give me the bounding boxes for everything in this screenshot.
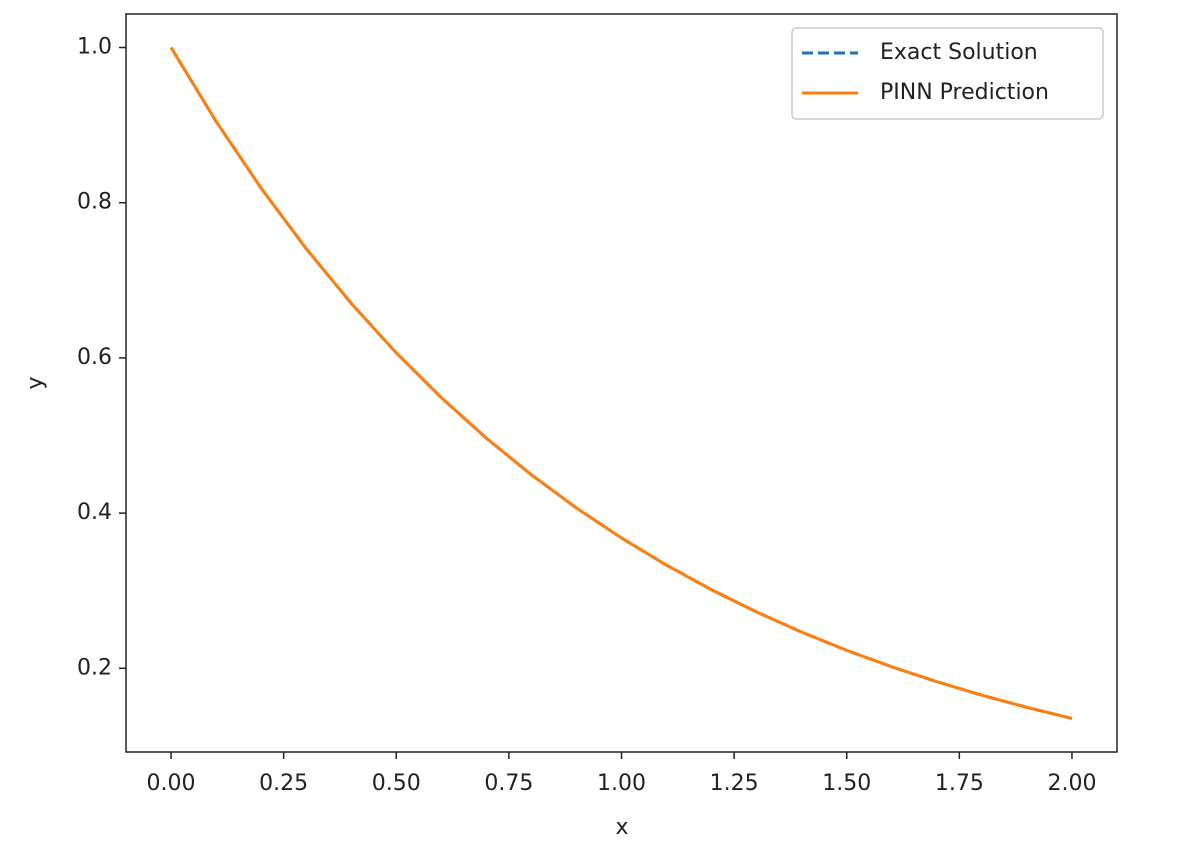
data-line — [169, 46, 1073, 720]
x-tick-label: 0.00 — [147, 771, 196, 796]
legend-label: Exact Solution — [880, 40, 1038, 65]
legend-box — [791, 27, 1104, 120]
y-tick-label: 0.6 — [77, 345, 112, 370]
x-tick-label: 1.00 — [597, 771, 646, 796]
x-tick-label: 1.25 — [710, 771, 759, 796]
y-tick-label: 1.0 — [77, 35, 112, 60]
y-tick-label: 0.8 — [77, 190, 112, 215]
y-tick-label: 0.2 — [77, 655, 112, 680]
plot-frame — [125, 13, 1118, 753]
x-tick-label: 1.75 — [935, 771, 984, 796]
data-line — [169, 46, 1073, 720]
x-tick-label: 0.75 — [484, 771, 533, 796]
x-tick-label: 0.25 — [259, 771, 308, 796]
y-axis-label: y — [23, 376, 48, 389]
y-tick-label: 0.4 — [77, 500, 112, 525]
x-tick-label: 2.00 — [1047, 771, 1096, 796]
legend-label: PINN Prediction — [880, 80, 1049, 105]
x-tick-label: 0.50 — [372, 771, 421, 796]
x-axis-label: x — [615, 815, 628, 840]
x-tick-label: 1.50 — [822, 771, 871, 796]
